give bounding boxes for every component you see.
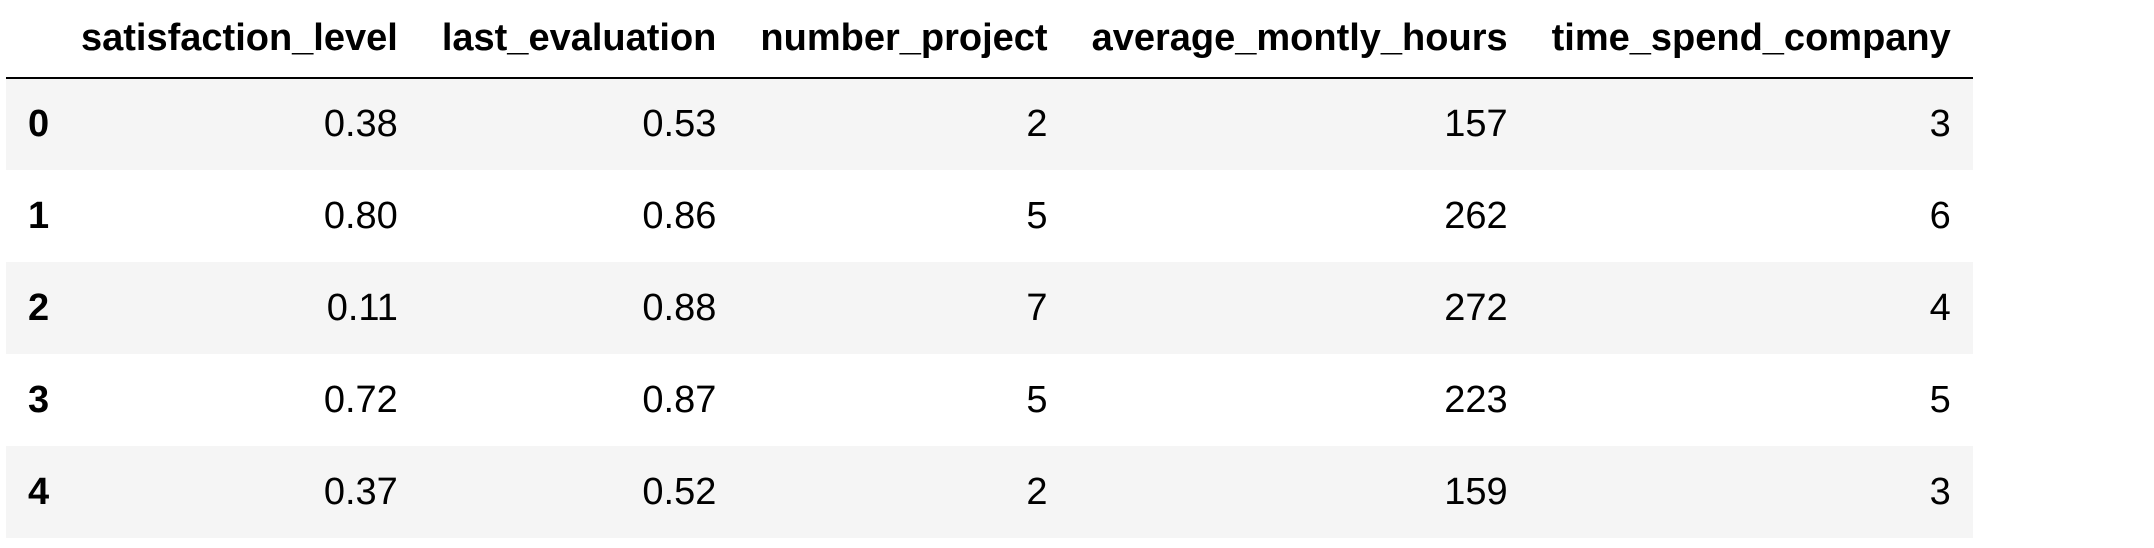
cell-last-evaluation: 0.52 [642, 470, 717, 513]
column-header-number-project: number_project [738, 0, 1070, 79]
header-row: satisfaction_level last_evaluation numbe… [6, 0, 1973, 79]
dataframe-table: satisfaction_level last_evaluation numbe… [6, 0, 1973, 538]
cell-average-montly-hours: 157 [1444, 103, 1508, 145]
cell-average-montly-hours: 272 [1444, 286, 1508, 329]
row-index: 4 [28, 470, 50, 513]
cell-satisfaction-level: 0.37 [323, 470, 398, 513]
cell-satisfaction-level: 0.72 [323, 378, 398, 421]
cell-satisfaction-level: 0.80 [323, 194, 398, 237]
table-header: satisfaction_level last_evaluation numbe… [6, 0, 1973, 79]
row-index: 2 [28, 286, 50, 329]
cell-last-evaluation: 0.86 [642, 194, 717, 237]
cell-satisfaction-level: 0.11 [326, 286, 398, 329]
cell-number-project: 7 [1026, 286, 1048, 329]
cell-time-spend-company: 3 [1929, 470, 1951, 513]
cell-time-spend-company: 6 [1929, 194, 1951, 237]
cell-average-montly-hours: 262 [1444, 194, 1508, 237]
cell-satisfaction-level: 0.38 [323, 103, 398, 145]
column-header-satisfaction-level: satisfaction_level [59, 0, 420, 79]
cell-average-montly-hours: 223 [1444, 378, 1508, 421]
cell-last-evaluation: 0.87 [642, 378, 717, 421]
cell-last-evaluation: 0.88 [642, 286, 717, 329]
table-row: 3 0.72 0.87 5 223 5 [6, 354, 1973, 446]
table-body: 0 0.38 0.53 2 157 3 1 0.80 0.86 5 262 6 … [6, 78, 1973, 538]
column-header-last-evaluation: last_evaluation [419, 0, 739, 79]
cell-time-spend-company: 5 [1929, 378, 1951, 421]
cell-number-project: 2 [1026, 103, 1048, 145]
cell-average-montly-hours: 159 [1444, 470, 1508, 513]
table-row: 4 0.37 0.52 2 159 3 [6, 446, 1973, 538]
cell-number-project: 5 [1026, 378, 1048, 421]
row-index: 1 [28, 194, 50, 237]
cell-time-spend-company: 3 [1929, 103, 1951, 145]
row-index: 0 [28, 103, 50, 145]
table-row: 2 0.11 0.88 7 272 4 [6, 262, 1973, 354]
cell-time-spend-company: 4 [1929, 286, 1951, 329]
column-header-time-spend-company: time_spend_company [1529, 0, 1973, 79]
column-header-average-montly-hours: average_montly_hours [1069, 0, 1530, 79]
index-column-header [6, 0, 59, 79]
table-row: 0 0.38 0.53 2 157 3 [6, 78, 1973, 170]
row-index: 3 [28, 378, 50, 421]
cell-last-evaluation: 0.53 [642, 103, 717, 145]
table-row: 1 0.80 0.86 5 262 6 [6, 170, 1973, 262]
cell-number-project: 5 [1026, 194, 1048, 237]
cell-number-project: 2 [1026, 470, 1048, 513]
